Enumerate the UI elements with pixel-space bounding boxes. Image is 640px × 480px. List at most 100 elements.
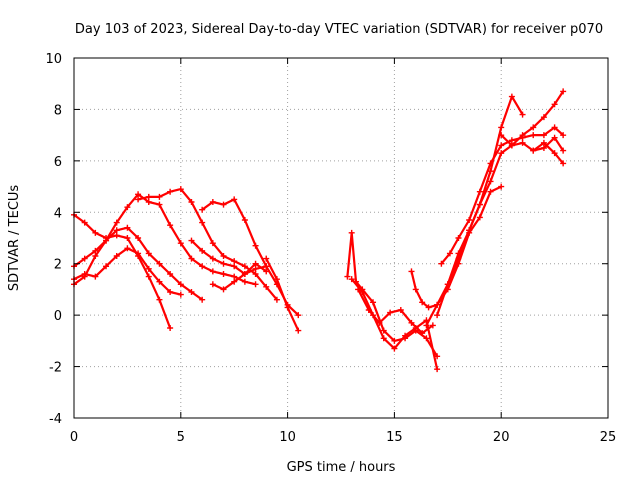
data-point — [551, 124, 558, 131]
series-trace — [137, 188, 278, 301]
data-point — [209, 268, 216, 275]
data-point — [135, 196, 142, 203]
data-point — [199, 263, 206, 270]
data-point — [425, 304, 432, 311]
data-point — [444, 281, 451, 288]
data-point — [530, 147, 537, 154]
y-tick-label: 6 — [54, 155, 62, 170]
data-point — [423, 322, 430, 329]
data-point — [177, 291, 184, 298]
data-point — [560, 147, 567, 154]
data-point — [231, 258, 238, 265]
data-point — [355, 286, 362, 293]
data-point — [263, 263, 270, 270]
data-point — [220, 260, 227, 267]
data-point — [387, 309, 394, 316]
data-point — [145, 193, 152, 200]
series-arc-7 — [188, 237, 270, 277]
data-point — [376, 319, 383, 326]
data-point — [408, 268, 415, 275]
data-point — [508, 93, 515, 100]
data-point — [295, 327, 302, 334]
x-tick-label: 25 — [600, 430, 617, 445]
data-point — [167, 271, 174, 277]
data-point — [113, 227, 120, 234]
data-point — [508, 137, 515, 144]
series-trace — [410, 185, 503, 309]
data-point — [209, 281, 216, 288]
data-point — [188, 289, 195, 295]
data-point — [220, 271, 227, 277]
data-point — [540, 145, 547, 151]
data-point — [519, 111, 526, 118]
data-point — [508, 142, 515, 149]
y-tick-label: 0 — [54, 309, 62, 324]
data-point — [476, 214, 483, 221]
data-point — [124, 245, 131, 252]
data-point — [145, 273, 152, 280]
data-point — [455, 235, 462, 241]
data-point — [551, 101, 558, 108]
data-point — [135, 250, 142, 257]
series-arc-9 — [263, 255, 302, 334]
data-point — [177, 186, 184, 193]
data-point — [156, 201, 163, 208]
data-point — [199, 219, 206, 226]
data-point — [348, 229, 355, 236]
data-point — [156, 296, 163, 303]
series-arc-13 — [408, 183, 505, 311]
data-point — [273, 276, 280, 283]
data-point — [530, 132, 537, 139]
data-point — [81, 273, 88, 280]
data-point — [487, 178, 494, 185]
data-point — [284, 304, 291, 311]
x-axis-label: GPS time / hours — [287, 460, 396, 475]
data-point — [209, 240, 216, 247]
data-point — [124, 204, 131, 211]
data-point — [92, 247, 99, 254]
data-point — [231, 278, 238, 285]
y-tick-label: 8 — [54, 103, 62, 118]
data-point — [434, 312, 441, 319]
data-point — [252, 281, 259, 288]
data-point — [412, 286, 419, 293]
series-arc-4 — [71, 191, 259, 288]
data-point — [438, 260, 445, 267]
data-point — [167, 325, 174, 331]
y-tick-label: -4 — [49, 412, 62, 427]
y-tick-label: 4 — [54, 206, 62, 221]
data-point — [199, 247, 206, 254]
data-point — [231, 273, 238, 280]
series-arc-18 — [530, 139, 567, 167]
data-point — [135, 235, 142, 241]
data-point — [423, 335, 430, 342]
data-point — [466, 217, 473, 223]
data-point — [124, 235, 131, 241]
series-arc-5 — [135, 186, 280, 303]
data-point — [81, 219, 88, 226]
data-point — [391, 337, 398, 344]
data-point — [220, 286, 227, 293]
y-tick-label: -2 — [49, 361, 62, 376]
data-point — [113, 219, 120, 226]
series-arc-17 — [498, 88, 567, 149]
data-point — [188, 237, 195, 244]
data-point — [498, 150, 505, 157]
x-tick-label: 0 — [70, 430, 78, 445]
series-trace — [532, 141, 565, 165]
data-point — [145, 265, 152, 272]
data-point — [560, 132, 567, 139]
series-trace — [211, 262, 268, 291]
y-tick-label: 2 — [54, 258, 62, 273]
data-point — [177, 240, 184, 247]
data-point — [540, 114, 547, 121]
data-point — [92, 273, 99, 280]
x-tick-label: 5 — [177, 430, 185, 445]
data-point — [241, 217, 248, 223]
y-tick-label: 10 — [45, 52, 62, 67]
axis-ticks: 0 5 10 15 20 25 -4 -2 0 2 4 6 8 10 — [45, 52, 616, 445]
data-point — [252, 260, 259, 267]
series-trace — [357, 288, 434, 335]
data-point — [419, 299, 426, 306]
